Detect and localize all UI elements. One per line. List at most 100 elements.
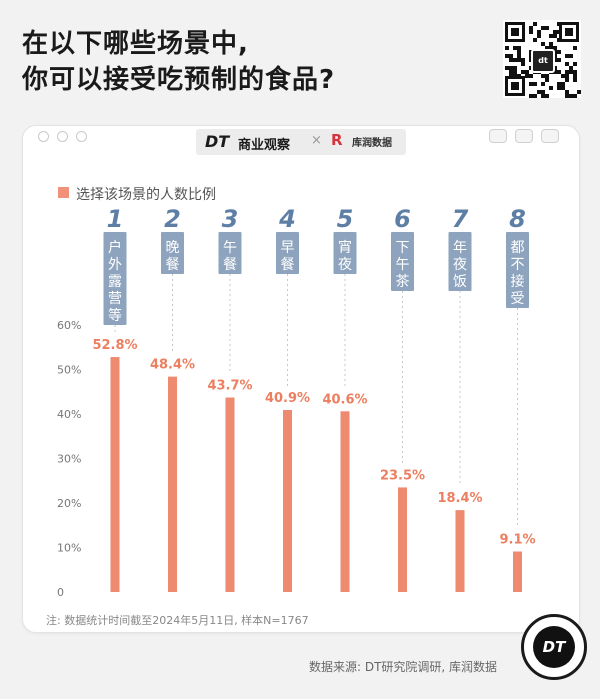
qr-module <box>557 30 561 34</box>
qr-module <box>573 70 577 74</box>
window-minimize-icon <box>57 131 68 142</box>
category-box <box>103 232 127 325</box>
qr-module <box>509 70 513 74</box>
qr-module <box>557 70 561 74</box>
category-index-label: 6 <box>394 205 411 233</box>
qr-code <box>503 20 581 98</box>
category-label: 等 <box>108 307 122 324</box>
bar <box>398 487 407 592</box>
qr-module <box>509 66 513 70</box>
category-label: 营 <box>108 291 122 307</box>
window-chat-icon <box>489 129 507 143</box>
category-index-label: 1 <box>107 205 124 233</box>
qr-module <box>525 70 529 74</box>
qr-module <box>573 62 577 66</box>
y-tick-label: 0 <box>57 586 64 599</box>
qr-module <box>541 74 545 78</box>
bar <box>168 376 177 592</box>
category-label: 都 <box>511 240 525 256</box>
category-label: 不 <box>511 257 525 273</box>
category-index-label: 5 <box>337 205 354 233</box>
qr-module <box>521 70 525 74</box>
brand-separator: × <box>311 133 322 148</box>
qr-module <box>565 78 569 82</box>
qr-module <box>537 34 541 38</box>
qr-module <box>573 46 577 50</box>
qr-module <box>553 70 557 74</box>
qr-module <box>565 54 569 58</box>
category-label: 饭 <box>453 274 467 290</box>
qr-module <box>525 74 529 78</box>
y-tick-label: 10% <box>57 542 81 555</box>
chart-title: 在以下哪些场景中, 你可以接受吃预制的食品? <box>22 26 335 98</box>
qr-module <box>537 30 541 34</box>
qr-module <box>533 22 537 26</box>
category-label: 外 <box>108 257 122 273</box>
category-box <box>506 232 529 308</box>
y-tick-label: 60% <box>57 319 81 332</box>
qr-module <box>553 66 557 70</box>
qr-module <box>561 82 565 86</box>
qr-module <box>553 46 557 50</box>
bar <box>283 409 292 592</box>
qr-module <box>573 94 577 98</box>
value-label: 43.7% <box>207 379 252 394</box>
data-note: 注: 数据统计时间截至2024年5月11日, 样本N=1767 <box>46 614 309 627</box>
qr-module <box>505 54 509 58</box>
window-maximize-icon <box>76 131 87 142</box>
qr-center-logo: dt <box>531 49 555 73</box>
qr-module <box>505 66 509 70</box>
dt-logo: DT <box>205 132 230 151</box>
category-box <box>391 232 414 291</box>
category-label: 下 <box>396 240 410 256</box>
category-label: 餐 <box>281 257 295 273</box>
qr-module <box>545 94 549 98</box>
category-label: 户 <box>108 239 122 256</box>
qr-module <box>565 62 569 66</box>
qr-module <box>529 82 533 86</box>
qr-module <box>561 74 565 78</box>
qr-module <box>521 62 525 66</box>
qr-module <box>557 38 561 42</box>
qr-module <box>569 54 573 58</box>
category-label: 受 <box>511 291 525 307</box>
qr-module <box>557 82 561 86</box>
qr-module <box>513 70 517 74</box>
qr-module <box>513 58 517 62</box>
qr-module <box>513 74 517 78</box>
window-share-icon <box>515 129 533 143</box>
qr-module <box>533 38 537 42</box>
qr-code-pattern <box>505 22 581 98</box>
qr-module <box>541 42 545 46</box>
category-index-label: 8 <box>509 205 526 233</box>
qr-module <box>509 58 513 62</box>
category-index-label: 2 <box>164 205 181 233</box>
brand-bar <box>196 129 406 155</box>
qr-module <box>545 26 549 30</box>
qr-module <box>573 74 577 78</box>
category-label: 早 <box>281 240 295 256</box>
value-label: 40.6% <box>322 392 367 407</box>
bar <box>455 510 465 592</box>
category-label: 夜 <box>453 257 467 273</box>
qr-module <box>513 66 517 70</box>
category-index-label: 7 <box>452 205 469 233</box>
category-label: 年 <box>453 240 467 256</box>
legend-swatch <box>58 187 69 198</box>
qr-module <box>553 34 557 38</box>
qr-module <box>545 46 549 50</box>
y-tick-label: 20% <box>57 497 81 510</box>
value-label: 23.5% <box>380 468 425 483</box>
category-index-label: 4 <box>278 205 296 233</box>
category-box <box>276 232 299 274</box>
qr-module <box>509 54 513 58</box>
dt-badge-logo: DT <box>533 626 575 668</box>
window-close-icon <box>38 131 49 142</box>
qr-module <box>521 58 525 62</box>
qr-module <box>565 90 569 94</box>
qr-module <box>561 86 565 90</box>
category-label: 夜 <box>338 257 352 273</box>
y-tick-label: 30% <box>57 453 81 466</box>
qr-module <box>545 74 549 78</box>
qr-module <box>553 30 557 34</box>
